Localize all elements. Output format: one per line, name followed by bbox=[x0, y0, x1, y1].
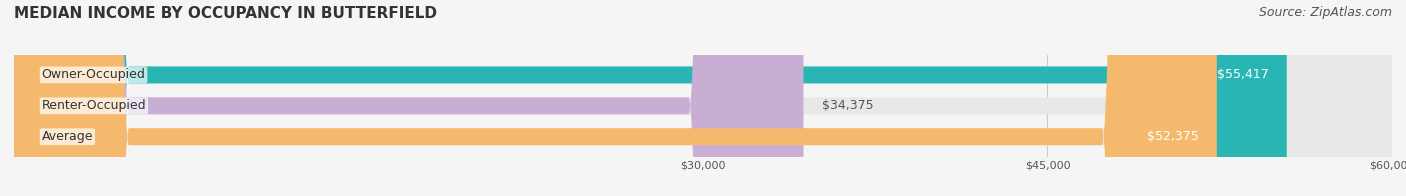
Text: $55,417: $55,417 bbox=[1216, 68, 1268, 82]
FancyBboxPatch shape bbox=[14, 0, 1216, 196]
FancyBboxPatch shape bbox=[14, 0, 1392, 196]
Text: MEDIAN INCOME BY OCCUPANCY IN BUTTERFIELD: MEDIAN INCOME BY OCCUPANCY IN BUTTERFIEL… bbox=[14, 6, 437, 21]
FancyBboxPatch shape bbox=[14, 0, 1392, 196]
Text: Average: Average bbox=[42, 130, 93, 143]
Text: Renter-Occupied: Renter-Occupied bbox=[42, 99, 146, 112]
FancyBboxPatch shape bbox=[14, 0, 1286, 196]
Text: Source: ZipAtlas.com: Source: ZipAtlas.com bbox=[1258, 6, 1392, 19]
Text: $34,375: $34,375 bbox=[823, 99, 873, 112]
FancyBboxPatch shape bbox=[14, 0, 1392, 196]
FancyBboxPatch shape bbox=[14, 0, 803, 196]
Text: $52,375: $52,375 bbox=[1147, 130, 1198, 143]
Text: Owner-Occupied: Owner-Occupied bbox=[42, 68, 145, 82]
